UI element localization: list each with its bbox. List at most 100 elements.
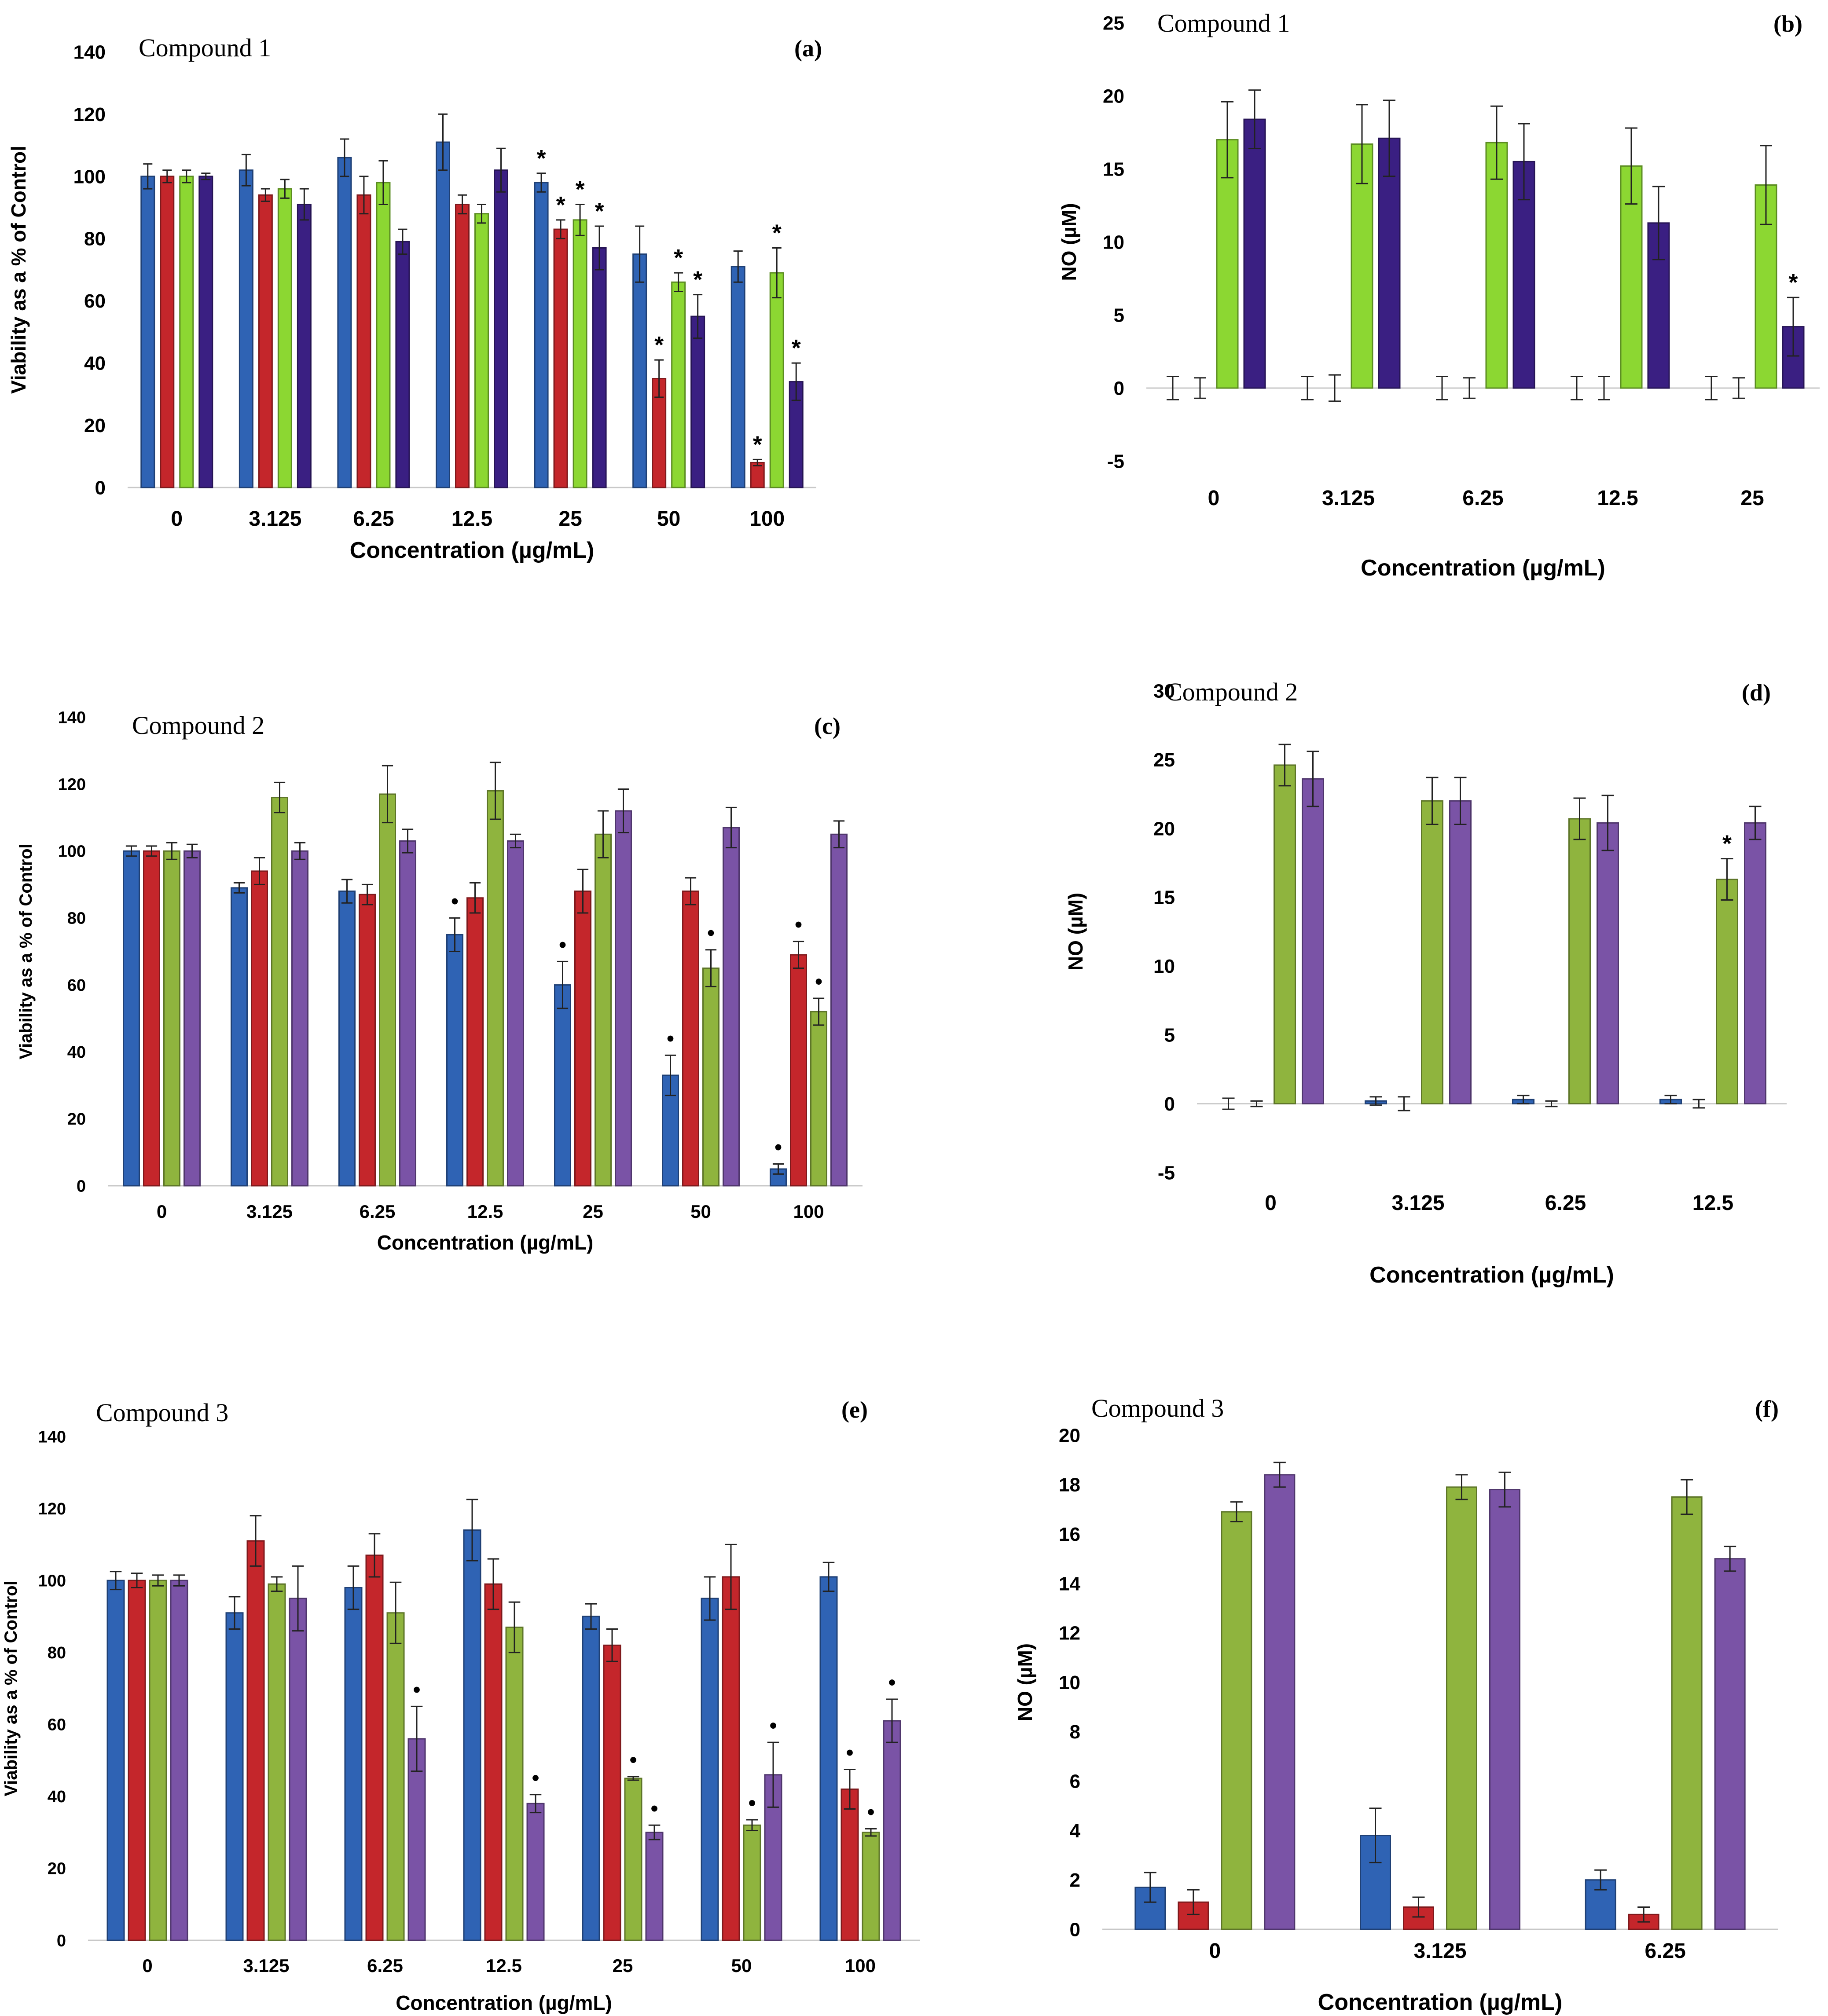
y-tick-label: 25 [1103,12,1124,34]
bar-purple-50 [723,827,740,1187]
bar-green-6.25 [1671,1496,1703,1930]
significance-marker: * [556,192,565,218]
significance-marker: * [595,198,604,224]
bar-purple-6.25 [395,241,410,488]
x-tick-label: 0 [1265,1191,1277,1215]
y-tick-label: 0 [1164,1093,1175,1115]
x-tick-label: 0 [171,507,183,531]
y-tick-label: 2 [1070,1869,1080,1891]
bar-red-6.25 [356,194,371,488]
bar-purple-0 [1264,1474,1296,1930]
panel-title: Compound 2 [1165,678,1298,706]
bar-purple-100 [883,1720,901,1941]
bar-green-50 [702,968,719,1187]
x-tick-label: 3.125 [243,1955,289,1976]
bar-green-12.5 [487,790,504,1187]
y-tick-label: 60 [84,290,106,312]
significance-marker: * [1722,831,1732,857]
y-tick-label: 120 [58,775,86,794]
bar-red-3.125 [258,194,273,488]
bar-green-0 [179,176,194,488]
y-tick-label: 40 [84,353,106,374]
significance-marker: • [888,1671,896,1694]
bar-red-25 [603,1644,621,1941]
significance-marker: * [1788,269,1798,296]
chart-panel-f: Compound 3 (f) 0 2 4 6 8 10 12 14 16 18 20 NO (µM) Con… [1013,1394,1779,2015]
bar-green-50 [671,281,686,488]
significance-marker: • [815,970,822,993]
y-tick-label: 8 [1070,1721,1080,1743]
x-axis-title: Concentration (µg/mL) [1361,555,1605,581]
chart-panel-b: Compound 1 (b) -5 0 5 10 15 20 25 NO (µM) Concentr… [1057,9,1820,581]
x-tick-label: 100 [749,507,785,531]
bar-red-100 [841,1789,859,1941]
y-tick-label: 12 [1059,1623,1080,1644]
x-axis-title: Concentration (µg/mL) [350,538,595,563]
significance-marker: * [537,145,546,172]
bar-purple-12.5 [507,840,524,1187]
significance-marker: • [651,1797,658,1820]
x-tick-label: 25 [613,1955,633,1976]
significance-marker: * [753,431,762,458]
x-tick-label: 25 [1740,487,1764,510]
y-tick-label: 140 [38,1428,66,1446]
panel-label: (e) [841,1397,868,1423]
y-tick-label: 120 [73,104,106,125]
y-tick-label: 100 [58,843,86,861]
bar-red-0 [143,850,160,1187]
bar-blue-0 [140,176,155,488]
x-tick-label: 12.5 [467,1201,503,1222]
bar-purple-3.125 [1449,800,1472,1105]
bar-green-100 [862,1832,880,1941]
bar-red-25 [574,891,591,1187]
bar-red-50 [682,891,699,1187]
bar-purple-12.5 [1744,822,1766,1105]
panel-title: Compound 1 [1157,9,1290,37]
y-tick-label: 40 [48,1788,66,1806]
x-tick-label: 3.125 [1413,1939,1466,1963]
x-tick-label: 100 [845,1955,876,1976]
significance-marker: • [559,933,566,957]
bar-purple-6.25 [399,840,416,1187]
y-tick-label: 20 [1103,85,1124,107]
bar-green-12.5 [474,213,489,488]
y-tick-label: 16 [1059,1524,1080,1545]
y-tick-label: 15 [1153,887,1175,909]
significance-marker: • [667,1027,674,1050]
y-tick-label: 120 [38,1500,66,1518]
bar-blue-0 [123,850,140,1187]
x-tick-label: 0 [1208,487,1220,510]
x-tick-label: 6.25 [367,1955,403,1976]
y-tick-label: 20 [84,415,106,436]
bar-blue-25 [534,182,549,488]
bar-green-0 [1221,1511,1252,1930]
bar-green-6.25 [1485,142,1508,389]
bar-red-0 [128,1580,146,1941]
panel-title: Compound 2 [132,711,264,740]
bar-purple-0 [198,176,213,488]
y-tick-label: 20 [67,1110,86,1129]
x-tick-label: 3.125 [1391,1191,1444,1215]
y-tick-label: 100 [38,1572,66,1590]
bar-blue-0 [106,1580,125,1941]
bar-green-25 [624,1778,642,1941]
chart-panel-c: Compound 2 (c) 0 20 40 60 80 100 120 140 Viability… [16,708,863,1254]
bar-green-0 [1274,764,1296,1105]
significance-marker: • [846,1741,854,1765]
y-tick-label: 60 [67,976,86,995]
y-tick-label: 60 [48,1716,66,1734]
bar-red-50 [722,1576,740,1941]
bar-red-3.125 [246,1540,265,1941]
x-tick-label: 50 [657,507,680,531]
y-axis-title: Viability as a % of Control [1,1580,21,1796]
bar-green-100 [769,272,784,488]
bar-green-25 [573,219,587,488]
significance-marker: • [451,890,459,913]
panel-title: Compound 1 [139,33,271,62]
y-tick-label: 80 [48,1644,66,1662]
bar-green-3.125 [1351,143,1373,389]
x-tick-label: 0 [1209,1939,1221,1963]
y-tick-label: 25 [1153,749,1175,771]
y-tick-label: 40 [67,1043,86,1062]
